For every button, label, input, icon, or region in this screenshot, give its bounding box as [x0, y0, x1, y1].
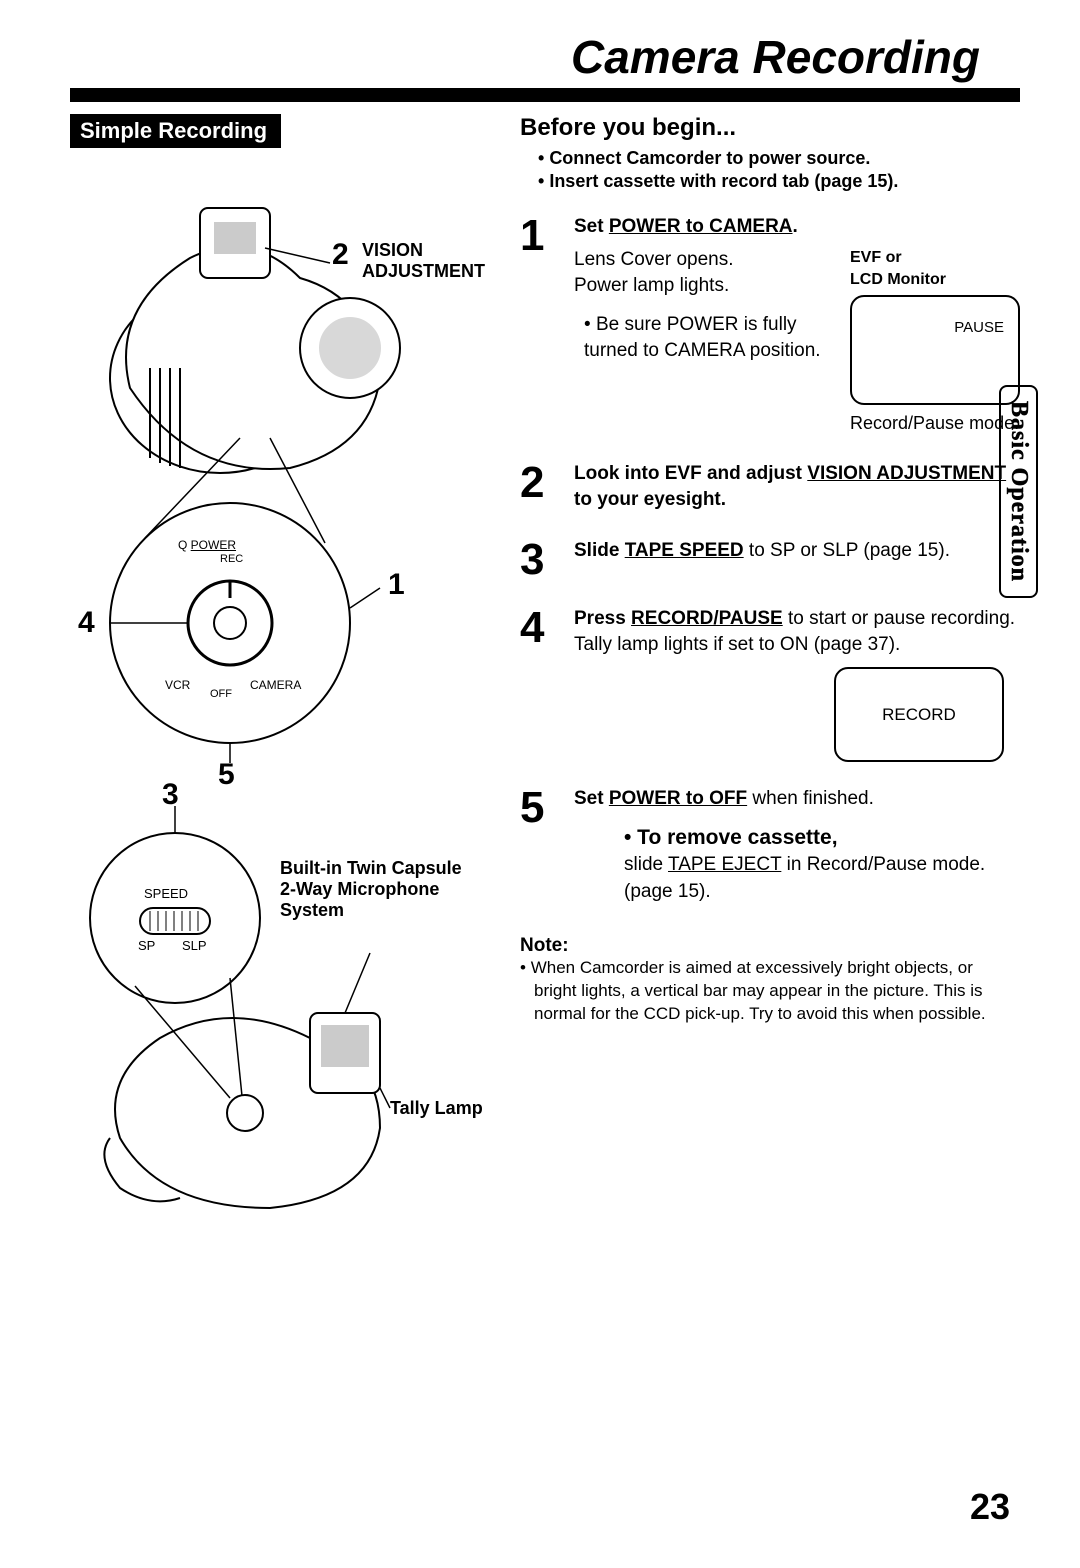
callout-4: 4 — [78, 606, 95, 640]
step-3: 3 Slide TAPE SPEED to SP or SLP (page 15… — [520, 538, 1020, 582]
step1-line1: Lens Cover opens. — [574, 247, 834, 274]
note-body: When Camcorder is aimed at excessively b… — [534, 957, 1020, 1026]
record-text: RECORD — [882, 703, 956, 727]
remove-body: slide — [624, 854, 668, 875]
record-pause-caption: Record/Pause mode. — [850, 411, 1020, 436]
step-2: 2 Look into EVF and adjust VISION ADJUST… — [520, 461, 1020, 514]
mic-label: Built-in Twin Capsule 2-Way Microphone S… — [280, 858, 462, 921]
remove-lead: • To remove cassette, — [624, 823, 1020, 852]
before-item: Connect Camcorder to power source. — [538, 148, 1020, 169]
step1-u: POWER to CAMERA — [609, 216, 793, 237]
off-label: OFF — [210, 688, 232, 700]
vision-adjustment-label: VISION ADJUSTMENT — [362, 240, 485, 282]
side-tab: Basic Operation — [999, 385, 1038, 598]
sp-label: SP — [138, 938, 155, 953]
step-num: 4 — [520, 606, 554, 762]
step4-lead: Press — [574, 608, 631, 629]
note-heading: Note: — [520, 935, 1020, 957]
step4-tail: to start or pause recording. — [783, 608, 1015, 629]
callout-1: 1 — [388, 568, 405, 602]
step4-u: RECORD/PAUSE — [631, 608, 783, 629]
step-5: 5 Set POWER to OFF when finished. • To r… — [520, 786, 1020, 905]
step2-u: VISION ADJUSTMENT — [807, 463, 1006, 484]
diagram-camera-top: 2 VISION ADJUSTMENT 1 4 5 Q POWER REC VC… — [70, 168, 490, 768]
page-number: 23 — [970, 1486, 1010, 1528]
before-list: Connect Camcorder to power source. Inser… — [538, 148, 1020, 192]
step1-line2: Power lamp lights. — [574, 273, 834, 300]
step-num: 1 — [520, 214, 554, 437]
callout-3: 3 — [162, 778, 179, 812]
step1-bullet: Be sure POWER is fully turned to CAMERA … — [584, 314, 821, 362]
step3-tail: to SP or SLP (page 15). — [744, 540, 950, 561]
step5-tail: when finished. — [747, 788, 874, 809]
step5-u: POWER to OFF — [609, 788, 747, 809]
diagram-camera-bottom: 3 SPEED SP SLP Built-in Twin Capsule 2-W… — [70, 778, 490, 1238]
section-heading: Simple Recording — [70, 114, 281, 148]
step3-u: TAPE SPEED — [625, 540, 744, 561]
step3-lead: Slide — [574, 540, 625, 561]
before-heading: Before you begin... — [520, 114, 1020, 142]
step-num: 2 — [520, 461, 554, 514]
rec-label: REC — [220, 553, 243, 565]
page-title: Camera Recording — [70, 30, 1020, 84]
divider-bar — [70, 88, 1020, 102]
callout-2: 2 — [332, 238, 349, 272]
remove-u: TAPE EJECT — [668, 854, 781, 875]
step-num: 5 — [520, 786, 554, 905]
step1-lead: Set — [574, 216, 609, 237]
tally-label: Tally Lamp — [390, 1098, 483, 1119]
record-screen: RECORD — [834, 667, 1004, 762]
vcr-label: VCR — [165, 678, 190, 692]
step1-tail: . — [793, 216, 798, 237]
before-item: Insert cassette with record tab (page 15… — [538, 171, 1020, 192]
camera-label: CAMERA — [250, 678, 301, 692]
evf-screen: PAUSE — [850, 295, 1020, 405]
step-1: 1 Set POWER to CAMERA. Lens Cover opens.… — [520, 214, 1020, 437]
step-num: 3 — [520, 538, 554, 582]
speed-label: SPEED — [144, 886, 188, 901]
power-label: POWER — [191, 538, 236, 552]
step-4: 4 Press RECORD/PAUSE to start or pause r… — [520, 606, 1020, 762]
step2-tail: to your eyesight. — [574, 489, 726, 510]
step5-lead: Set — [574, 788, 609, 809]
evf-title: EVF or LCD Monitor — [850, 247, 1020, 292]
pause-text: PAUSE — [954, 317, 1004, 338]
step2-lead: Look into EVF and adjust — [574, 463, 807, 484]
slp-label: SLP — [182, 938, 207, 953]
step4-line2: Tally lamp lights if set to ON (page 37)… — [574, 632, 1020, 659]
